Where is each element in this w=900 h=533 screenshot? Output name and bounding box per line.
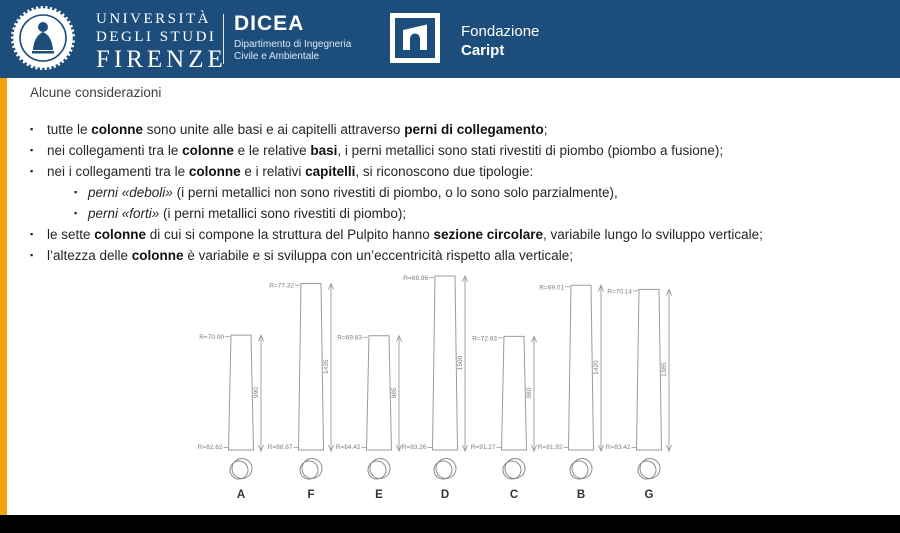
dicea-dept-line2: Civile e Ambientale [234,51,320,62]
slide-header: UNIVERSITÀ DEGLI STUDI FIRENZE DICEA Dip… [0,0,900,78]
bullet-marker: ▪ [30,166,34,176]
bullet-text: perni «forti» (i perni metallici sono ri… [88,206,407,221]
caript-logo-icon [390,13,440,63]
bullet-marker: ▪ [30,229,34,239]
bullet-list: ▪ tutte le colonne sono unite alle basi e… [30,119,892,266]
bullet-text: perni «deboli» (i perni metallici non so… [88,185,618,200]
svg-text:R=70.00: R=70.00 [199,334,224,341]
svg-text:990: 990 [253,387,260,398]
svg-text:R=83.26: R=83.26 [402,444,427,451]
svg-text:R=91.27: R=91.27 [471,444,496,451]
unifi-seal-icon [10,5,76,71]
svg-text:R=82.62: R=82.62 [198,444,223,451]
sub-bullet-item: ▪ perni «deboli» (i perni metallici non s… [30,182,892,203]
dicea-acronym: DICEA [234,12,305,35]
bullet-text: nei i collegamenti tra le colonne e i re… [47,164,534,179]
svg-text:F: F [307,489,314,501]
bullet-marker: ▪ [30,145,34,155]
caript-line1: Fondazione [461,23,540,40]
bullet-text: nei collegamenti tra le colonne e le rel… [47,143,724,158]
bullet-item: ▪ le sette colonne di cui si compone la s… [30,224,892,245]
bullet-item: ▪ tutte le colonne sono unite alle basi e… [30,119,892,140]
bullet-text: tutte le colonne sono unite alle basi e … [47,122,548,137]
svg-text:R=81.92: R=81.92 [538,444,563,451]
bullet-item: ▪ nei collegamenti tra le colonne e le re… [30,140,892,161]
bullet-marker: ▪ [30,250,34,260]
bullet-text: l’altezza delle colonne è variabile e si… [47,248,574,263]
left-accent-bar [0,78,7,515]
bottom-letterbox-bar [0,515,900,533]
svg-text:R=88.67: R=88.67 [268,444,293,451]
svg-text:1435: 1435 [323,359,330,374]
svg-text:1420: 1420 [593,360,600,375]
bullet-marker: ▪ [74,208,78,218]
caript-name: Fondazione Caript [461,22,539,60]
svg-text:R=72.63: R=72.63 [472,335,497,342]
svg-text:985: 985 [391,387,398,398]
svg-text:A: A [237,489,245,501]
bullet-marker: ▪ [30,124,34,134]
bullet-marker: ▪ [74,187,78,197]
bullet-item: ▪ nei i collegamenti tra le colonne e i r… [30,161,892,182]
svg-text:R=69.83: R=69.83 [337,335,362,342]
university-line3: FIRENZE [96,46,227,73]
slide-title: Alcune considerazioni [30,85,162,100]
svg-text:D: D [441,489,449,501]
svg-text:R=69.01: R=69.01 [539,284,564,291]
svg-text:G: G [645,489,654,501]
bullet-item: ▪ l’altezza delle colonne è variabile e s… [30,245,892,266]
svg-text:R=77.32: R=77.32 [269,283,294,290]
sub-bullet-item: ▪ perni «forti» (i perni metallici sono r… [30,203,892,224]
svg-text:R=84.42: R=84.42 [336,444,361,451]
dicea-dept-line1: Dipartimento di Ingegneria [234,39,352,50]
university-line1: UNIVERSITÀ [96,11,211,27]
svg-text:R=68.96: R=68.96 [403,275,428,282]
svg-text:980: 980 [526,387,533,398]
dicea-block: DICEA Dipartimento di Ingegneria Civile … [234,12,351,63]
header-divider [223,14,224,64]
university-name: UNIVERSITÀ DEGLI STUDI FIRENZE [96,10,227,73]
svg-text:B: B [577,489,585,501]
svg-text:1500: 1500 [457,355,464,370]
svg-text:R=70.14: R=70.14 [607,288,632,295]
caript-line2: Caript [461,42,505,59]
svg-text:C: C [510,489,518,501]
svg-text:E: E [375,489,383,501]
bullet-text: le sette colonne di cui si compone la st… [47,227,763,242]
svg-text:R=83.42: R=83.42 [606,444,631,451]
svg-text:1385: 1385 [661,362,668,377]
university-line2: DEGLI STUDI [96,29,217,45]
